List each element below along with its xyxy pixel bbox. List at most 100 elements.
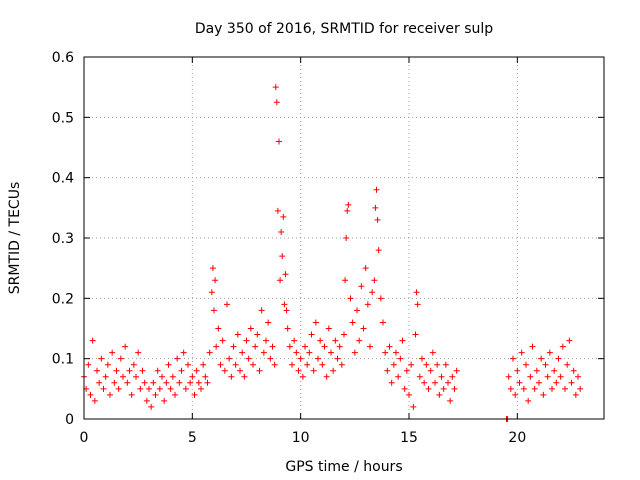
data-point [217, 361, 224, 368]
data-point [219, 337, 226, 344]
data-point [150, 379, 157, 386]
data-point [390, 361, 397, 368]
data-point [527, 373, 534, 380]
data-point [336, 343, 343, 350]
data-point [323, 373, 330, 380]
data-point [372, 204, 379, 211]
data-point [360, 325, 367, 332]
data-point [538, 355, 545, 362]
data-point [277, 277, 284, 284]
data-point [317, 337, 324, 344]
data-point [449, 373, 456, 380]
data-point [403, 367, 410, 374]
data-point [284, 325, 291, 332]
data-point [156, 385, 163, 392]
data-point [215, 325, 222, 332]
data-point [507, 385, 514, 392]
data-point [178, 367, 185, 374]
data-point [382, 349, 389, 356]
data-point [87, 391, 94, 398]
data-point [344, 207, 351, 214]
data-point [516, 379, 523, 386]
data-point [408, 361, 415, 368]
data-point [124, 379, 131, 386]
data-point [198, 385, 204, 392]
data-point [211, 307, 217, 314]
data-point [297, 355, 304, 362]
data-point [176, 379, 183, 386]
data-point [141, 379, 148, 386]
data-point [395, 373, 402, 380]
tick-labels: 0 0.1 0.2 0.3 0.4 0.5 0.6 0 5 10 15 20 [52, 50, 527, 446]
data-point [531, 385, 538, 392]
data-point [564, 361, 571, 368]
data-point [399, 337, 406, 344]
data-point [102, 373, 109, 380]
data-point [325, 325, 332, 332]
data-point [442, 361, 449, 368]
data-point [100, 385, 107, 392]
data-point [180, 349, 187, 356]
y-tick-label: 0 [65, 412, 74, 428]
data-point [514, 367, 521, 374]
data-point [239, 349, 246, 356]
data-point [347, 295, 354, 302]
data-point [133, 373, 139, 380]
data-point [377, 295, 384, 302]
x-tick-label: 10 [292, 430, 310, 446]
data-point [167, 385, 174, 392]
data-point [343, 235, 350, 241]
data-point [406, 391, 412, 398]
y-tick-label: 0.2 [52, 291, 74, 307]
data-point [260, 349, 267, 356]
data-point [341, 331, 347, 338]
data-point [237, 367, 243, 374]
data-point [241, 373, 248, 380]
data-point [209, 265, 216, 272]
data-point [425, 385, 432, 392]
data-point [280, 213, 287, 220]
data-point [429, 349, 436, 356]
data-point [282, 271, 289, 278]
data-point [247, 325, 254, 332]
data-point [505, 373, 512, 380]
data-point [555, 355, 562, 362]
data-point [137, 385, 144, 392]
data-point [397, 355, 404, 362]
data-point [453, 367, 460, 374]
data-point [286, 343, 293, 350]
data-point [278, 228, 285, 235]
data-point [172, 391, 178, 398]
data-point [169, 373, 176, 380]
data-point [427, 367, 434, 374]
data-point [204, 379, 211, 386]
data-point [332, 337, 339, 344]
data-point [525, 397, 532, 404]
data-point [410, 403, 417, 410]
data-point [440, 385, 447, 392]
data-point [174, 355, 181, 362]
data-point [122, 343, 129, 350]
data-point [388, 379, 395, 386]
data-point [96, 379, 103, 386]
data-point [566, 337, 573, 344]
data-point [135, 349, 142, 356]
data-point [126, 367, 133, 374]
data-point [577, 385, 584, 392]
data-point [367, 343, 373, 350]
data-point [182, 385, 189, 392]
x-axis-label: GPS time / hours [285, 459, 402, 475]
y-tick-label: 0.4 [52, 171, 74, 187]
data-point [193, 367, 200, 374]
data-point [271, 361, 278, 368]
data-point [148, 403, 155, 410]
data-point [91, 397, 98, 404]
data-point [269, 343, 276, 350]
data-point [281, 301, 288, 308]
data-point [161, 397, 168, 404]
data-point [416, 373, 423, 380]
data-point [546, 349, 553, 356]
x-tick-label: 5 [188, 430, 197, 446]
